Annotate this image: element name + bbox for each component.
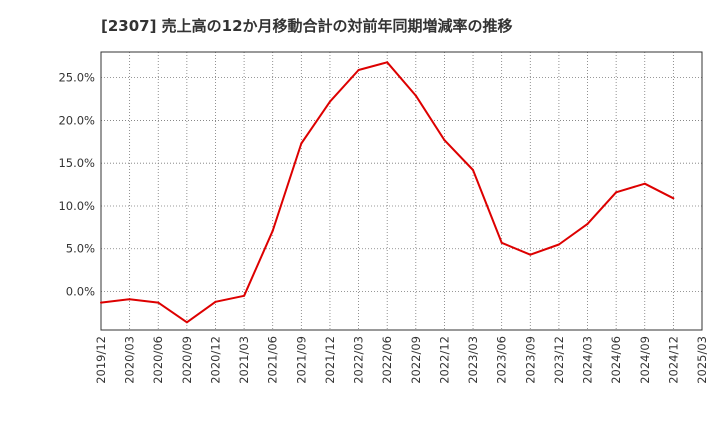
data-point (386, 61, 389, 64)
data-point (328, 100, 331, 103)
y-tick-label: 20.0% (58, 113, 95, 127)
data-point (615, 191, 618, 194)
chart-title: [2307] 売上高の12か月移動合計の対前年同期増減率の推移 (101, 17, 513, 35)
x-tick-label: 2021/06 (266, 336, 280, 384)
data-point (472, 169, 475, 172)
data-point (557, 243, 560, 246)
y-tick-label: 0.0% (66, 285, 95, 299)
x-tick-label: 2020/09 (180, 336, 194, 384)
y-tick-label: 15.0% (58, 156, 95, 170)
data-point (672, 197, 675, 200)
data-point (185, 321, 188, 324)
x-tick-label: 2024/06 (609, 336, 623, 384)
y-axis-tick-labels: 0.0% 5.0% 10.0% 15.0% 20.0% 25.0% (58, 71, 95, 299)
grid-lines (101, 52, 702, 330)
x-tick-label: 2020/03 (123, 336, 137, 384)
data-point (100, 301, 102, 304)
x-tick-label: 2019/12 (94, 336, 108, 384)
x-tick-label: 2023/09 (523, 336, 537, 384)
data-point (243, 294, 246, 297)
x-tick-label: 2024/03 (581, 336, 595, 384)
plot-border (100, 51, 703, 331)
data-point (414, 94, 417, 97)
x-tick-label: 2025/03 (695, 336, 709, 384)
x-tick-label: 2022/09 (409, 336, 423, 384)
x-tick-label: 2024/12 (666, 336, 680, 384)
x-tick-label: 2020/06 (151, 336, 165, 384)
series-layer (100, 61, 675, 324)
x-axis-tick-labels: 2019/12 2020/03 2020/06 2020/09 2020/12 2021/… (94, 336, 709, 384)
x-tick-label: 2021/09 (294, 336, 308, 384)
x-tick-label: 2022/12 (437, 336, 451, 384)
data-point (357, 68, 360, 71)
x-tick-label: 2022/06 (380, 336, 394, 384)
data-point (157, 301, 160, 304)
data-point (643, 182, 646, 185)
x-tick-label: 2021/12 (323, 336, 337, 384)
x-tick-label: 2023/12 (552, 336, 566, 384)
data-point (300, 142, 303, 145)
y-tick-label: 10.0% (58, 199, 95, 213)
y-tick-label: 5.0% (66, 242, 95, 256)
data-point (271, 229, 274, 232)
data-point (586, 222, 589, 225)
x-tick-label: 2023/06 (495, 336, 509, 384)
x-tick-label: 2021/03 (237, 336, 251, 384)
x-tick-label: 2022/03 (352, 336, 366, 384)
plot-frame (100, 51, 703, 331)
y-tick-label: 25.0% (58, 71, 95, 85)
data-point (214, 300, 217, 303)
data-point (529, 253, 532, 256)
x-tick-label: 2023/03 (466, 336, 480, 384)
x-tick-label: 2024/09 (638, 336, 652, 384)
data-point (443, 139, 446, 142)
data-point (128, 298, 131, 301)
x-tick-label: 2020/12 (208, 336, 222, 384)
data-point (500, 241, 503, 244)
